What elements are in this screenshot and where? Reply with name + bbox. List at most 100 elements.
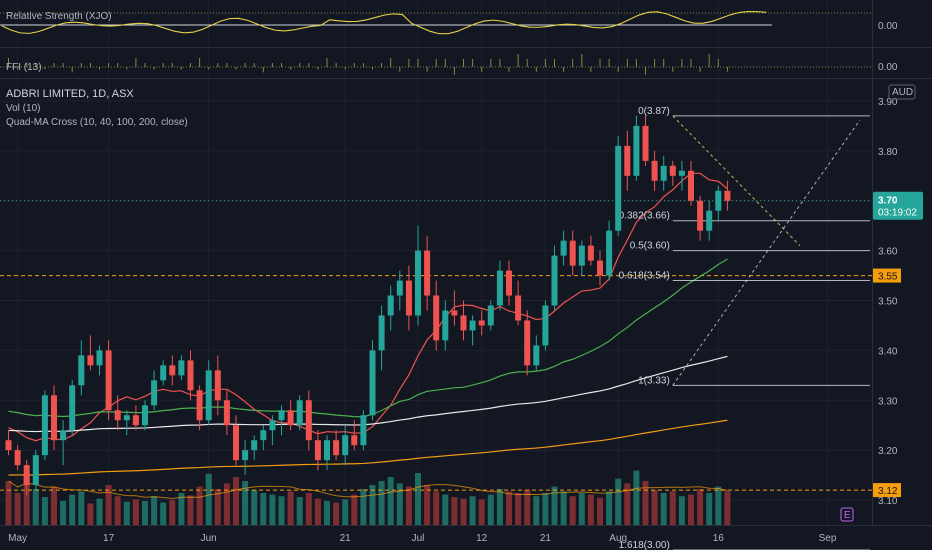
candle-body (515, 295, 522, 321)
volume-bar-38 (351, 494, 358, 525)
candle-body (669, 165, 676, 176)
rs-panel-title: Relative Strength (XJO) (6, 11, 112, 22)
volume-bar-30 (278, 496, 285, 525)
candle-29 (269, 415, 276, 446)
candle-body (69, 385, 76, 431)
price-axis[interactable]: 3.10 3.20 3.30 3.40 3.50 3.60 3.70 3.80 3.90 3.55… (873, 97, 923, 507)
volume-bar-51 (469, 496, 476, 525)
y-tick-label-4: 3.50 (878, 297, 898, 308)
horizontal-levels (0, 200, 872, 491)
volume-bar-9 (87, 503, 94, 525)
candle-body (269, 420, 276, 431)
candle-24 (223, 390, 230, 436)
candle-59 (542, 300, 549, 351)
volume-bar-49 (451, 497, 458, 525)
candle-4 (41, 390, 48, 461)
volume-bar-64 (587, 494, 594, 525)
candle-body (41, 395, 48, 456)
volume-bar-79 (724, 491, 731, 525)
candle-35 (324, 435, 330, 471)
candle-28 (260, 425, 267, 451)
volume-bar-71 (651, 489, 658, 525)
candle-body (260, 430, 267, 441)
volume-bar-74 (678, 496, 685, 525)
volume-bar-24 (223, 483, 230, 525)
volume-bar-6 (60, 501, 67, 525)
candlestick-series (5, 115, 731, 496)
candle-body (597, 260, 603, 276)
candle-69 (633, 115, 640, 181)
candle-13 (123, 410, 130, 436)
candle-body (305, 400, 312, 441)
symbol-title[interactable]: ADBRI LIMITED, 1D, ASX (6, 88, 134, 100)
candle-body (478, 320, 485, 326)
candle-22 (205, 360, 212, 426)
ffi-panel (0, 54, 872, 75)
candle-49 (451, 290, 458, 326)
y-tick-label-8: 3.90 (878, 97, 898, 108)
candle-body (278, 410, 285, 421)
volume-bar-5 (51, 486, 57, 525)
volume-bar-32 (296, 497, 303, 525)
volume-bar-46 (424, 485, 431, 525)
candle-7 (69, 380, 76, 436)
candle-14 (132, 405, 139, 431)
candle-body (697, 200, 704, 231)
time-axis[interactable]: May 17 Jun 21 Jul 12 21 Aug 16 Sep (8, 533, 837, 544)
y-tick-label-2: 3.30 (878, 396, 898, 407)
x-tick-label-6: 21 (540, 533, 552, 544)
candle-60 (551, 245, 558, 311)
candle-body (360, 415, 367, 446)
volume-bar-2 (23, 475, 30, 525)
volume-bar-69 (633, 470, 640, 525)
candle-19 (178, 355, 185, 381)
candle-77 (706, 200, 713, 241)
candle-body (169, 365, 176, 376)
volume-bar-34 (314, 498, 321, 525)
candle-52 (478, 310, 485, 336)
y-tick-label-7: 3.80 (878, 147, 898, 158)
candle-body (78, 355, 85, 386)
candle-body (333, 440, 340, 456)
candle-46 (424, 235, 431, 311)
fib-level-label-5: 1.618(3.00) (619, 540, 670, 550)
volume-bar-26 (242, 481, 249, 525)
candle-body (524, 320, 531, 366)
candle-12 (114, 395, 121, 431)
volume-bar-17 (160, 502, 167, 525)
volume-bar-18 (169, 500, 176, 525)
volume-bar-40 (369, 485, 376, 525)
candle-61 (560, 230, 567, 266)
volume-ma-line (8, 480, 728, 499)
candle-body (214, 370, 221, 401)
candle-18 (169, 355, 176, 386)
candle-54 (496, 260, 503, 311)
candle-71 (651, 150, 658, 191)
candle-body (32, 455, 39, 486)
legend-volume[interactable]: Vol (10) (6, 103, 40, 114)
candle-76 (697, 195, 704, 241)
currency-badge[interactable]: AUD (892, 87, 913, 98)
fib-retrace-line (672, 115, 801, 246)
candle-39 (360, 410, 367, 451)
currency-badge-box (888, 84, 916, 100)
volume-bar-70 (642, 481, 649, 525)
volume-bar-15 (142, 501, 148, 525)
candle-23 (214, 355, 221, 416)
candle-body (405, 280, 412, 316)
level-tag-box-0 (873, 268, 901, 283)
candle-9 (87, 335, 94, 371)
candle-55 (506, 260, 512, 306)
candle-2 (23, 460, 30, 496)
candle-body (460, 315, 467, 331)
candle-8 (78, 340, 85, 396)
candle-body (587, 245, 594, 261)
candle-body (415, 250, 421, 316)
volume-bar-4 (41, 497, 48, 525)
volume-bar-77 (706, 493, 713, 525)
legend-quad-ma[interactable]: Quad-MA Cross (10, 40, 100, 200, close) (6, 117, 188, 128)
candle-62 (569, 230, 576, 276)
earnings-badge[interactable]: E (844, 510, 851, 521)
candle-15 (142, 400, 148, 431)
